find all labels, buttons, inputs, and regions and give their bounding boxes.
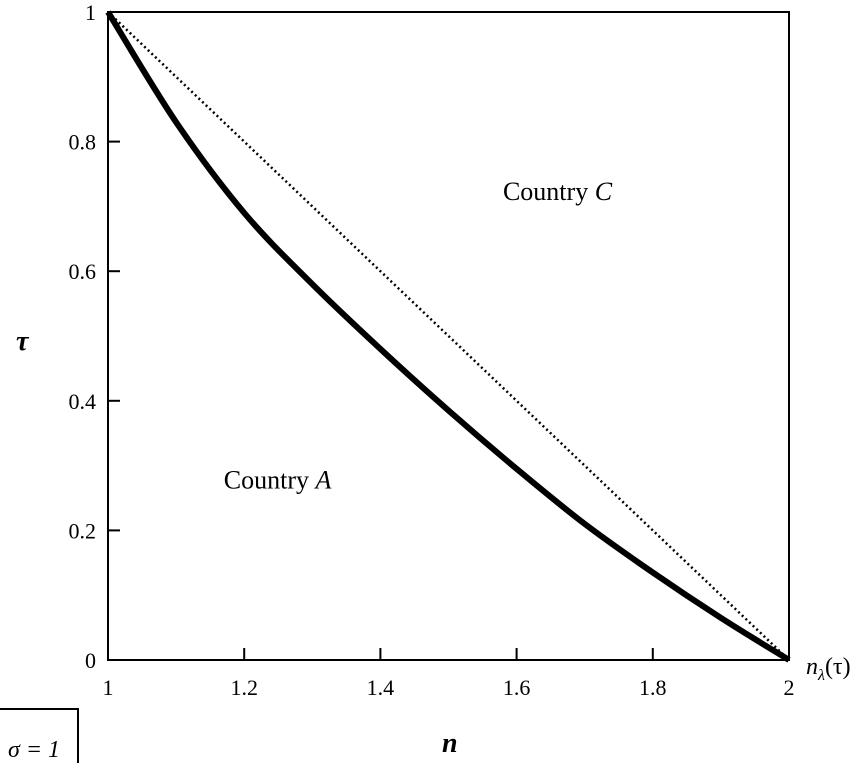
x-tick-label: 2	[784, 675, 795, 700]
x-tick-label: 1.6	[503, 675, 531, 700]
y-tick-label: 0	[85, 648, 96, 673]
ticks: 1 1.2 1.4 1.6 1.8 2 0 0.2 0.4 0.6 0.8 1	[69, 0, 795, 700]
param-box: σ = 1	[0, 708, 79, 763]
y-tick-label: 0.8	[69, 130, 97, 155]
x-tick-label: 1	[103, 675, 114, 700]
curve-label: nλ(τ)	[806, 654, 851, 684]
series-line-solid	[105, 10, 791, 663]
y-tick-label: 1	[85, 0, 96, 25]
x-tick-label: 1.2	[230, 675, 258, 700]
plot-frame	[107, 11, 790, 661]
y-axis-label: τ	[16, 326, 30, 357]
x-axis-label: n	[442, 728, 458, 759]
x-tick-label: 1.8	[639, 675, 667, 700]
param-label: σ = 1	[8, 737, 60, 763]
y-tick-label: 0.6	[69, 259, 97, 284]
series	[105, 10, 791, 663]
region-label-country-c: Country C	[503, 177, 613, 206]
y-tick-label: 0.2	[69, 518, 97, 543]
region-label-country-a: Country A	[224, 465, 332, 494]
x-tick-label: 1.4	[367, 675, 395, 700]
param-box-border	[0, 708, 79, 763]
y-tick-label: 0.4	[69, 389, 97, 414]
series-line-dotted	[107, 11, 790, 661]
